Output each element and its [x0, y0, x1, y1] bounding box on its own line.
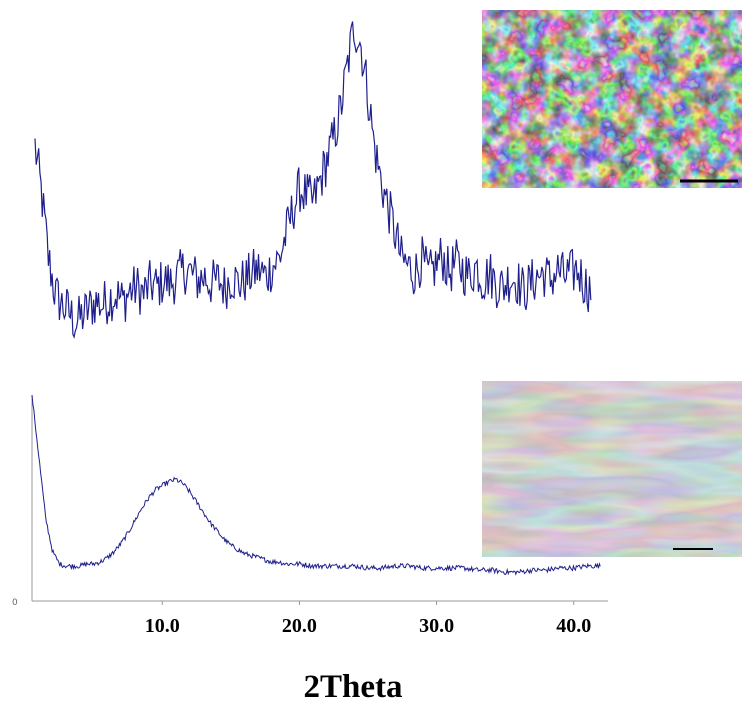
- x-tick-label: 10.0: [145, 615, 180, 637]
- x-tick-label: 20.0: [282, 615, 317, 637]
- upper-series-line: [34, 21, 592, 339]
- upper-panel: [34, 21, 592, 339]
- x-ticks: 10.0 20.0 30.0 40.0: [145, 601, 591, 637]
- sem-image-sheets: [482, 381, 742, 557]
- x-tick-label: 30.0: [419, 615, 454, 637]
- y-tick-label-0: 0: [12, 598, 18, 608]
- x-axis-title: 2Theta: [304, 669, 403, 705]
- x-tick-label: 40.0: [556, 615, 591, 637]
- sem-image-porous: [482, 10, 742, 188]
- lower-series-line: [31, 394, 601, 576]
- lower-panel: 0 10.0 20.0 30.0 40.0 2Theta: [12, 394, 608, 705]
